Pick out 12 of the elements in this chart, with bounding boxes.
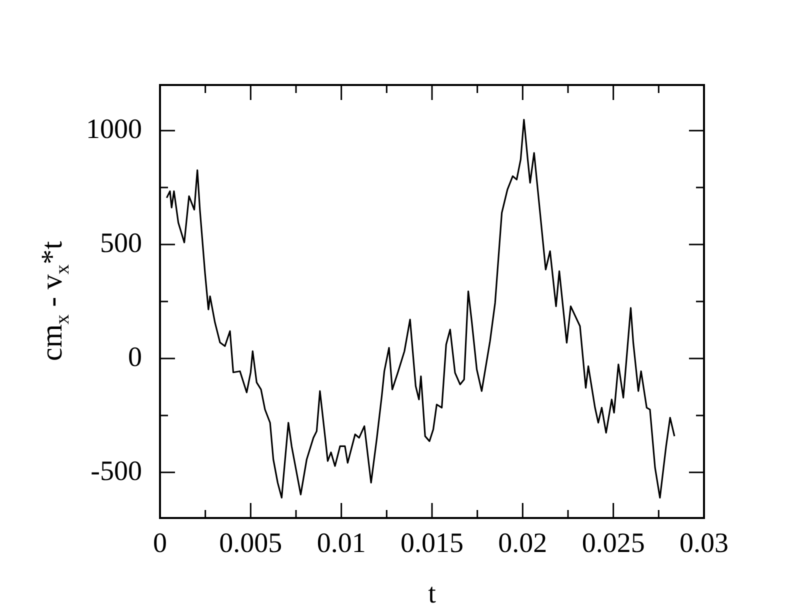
y-tick-label: 0 [128,342,142,373]
x-tick-label: 0.025 [582,528,645,560]
y-tick-label: -500 [90,456,142,487]
x-tick-label: 0.03 [680,528,728,560]
y-tick-label: 1000 [86,114,142,145]
x-tick-label: 0.015 [400,528,464,560]
x-tick-label: 0.01 [316,528,366,560]
x-axis-title: t [428,578,436,610]
x-tick-label: 0 [153,528,167,560]
x-tick-label: 0.005 [219,528,282,560]
y-tick-label: 500 [100,228,142,259]
x-tick-label: 0.02 [498,528,548,560]
